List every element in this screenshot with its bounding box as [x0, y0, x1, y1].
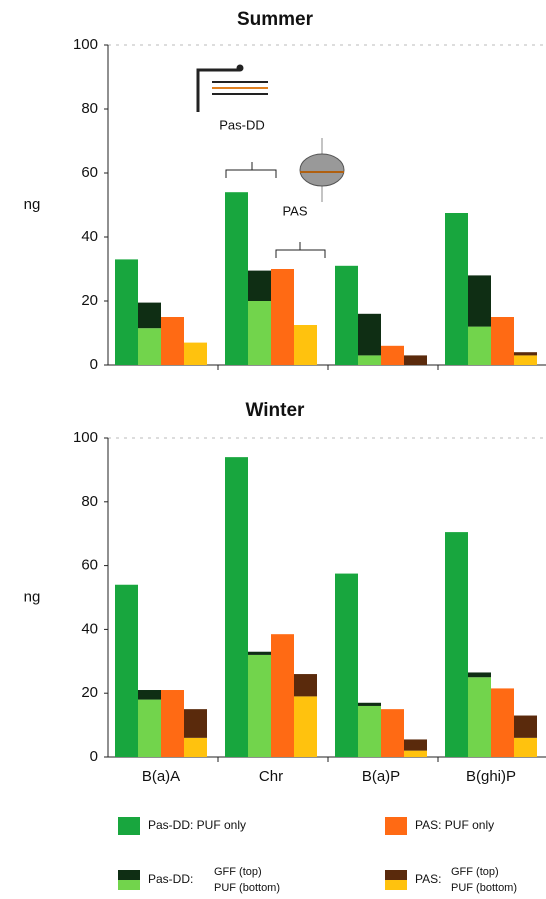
annotation: Pas-DD	[219, 117, 265, 132]
legend-swatch	[118, 870, 140, 880]
bar	[468, 275, 491, 327]
bar	[294, 696, 317, 757]
pas-icon	[299, 138, 345, 202]
bar	[115, 259, 138, 365]
legend-label: PAS:	[415, 872, 441, 886]
bar	[138, 302, 161, 329]
bar	[514, 352, 537, 356]
x-tick-label: Chr	[259, 768, 283, 785]
legend-swatch	[385, 880, 407, 890]
bar	[445, 213, 468, 365]
bar	[225, 192, 248, 365]
bar	[381, 709, 404, 757]
y-tick-label: 80	[81, 100, 98, 117]
bar	[138, 699, 161, 757]
y-tick-label: 20	[81, 292, 98, 309]
bar	[335, 573, 358, 757]
y-tick-label: 0	[90, 356, 98, 373]
y-tick-label: 40	[81, 620, 98, 637]
chart-title: Summer	[237, 9, 314, 30]
legend-label: GFF (top)	[451, 866, 499, 878]
bar	[358, 355, 381, 365]
bracket	[275, 242, 326, 258]
bar	[358, 702, 381, 706]
legend-label: GFF (top)	[214, 866, 262, 878]
bar	[294, 674, 317, 697]
bar	[514, 715, 537, 738]
bar	[514, 737, 537, 757]
bar	[248, 301, 271, 365]
y-tick-label: 80	[81, 493, 98, 510]
bar	[248, 654, 271, 757]
bar	[514, 355, 537, 365]
legend-swatch	[118, 880, 140, 890]
bar	[271, 269, 294, 365]
bar	[161, 317, 184, 365]
legend-label: PUF (bottom)	[214, 882, 280, 894]
y-tick-label: 20	[81, 684, 98, 701]
bar	[358, 313, 381, 356]
annotation: PAS	[282, 203, 307, 218]
bar	[468, 326, 491, 365]
bar	[248, 651, 271, 655]
legend-label: Pas-DD:	[148, 872, 193, 886]
x-tick-label: B(a)A	[142, 768, 180, 785]
y-tick-label: 100	[73, 429, 98, 446]
bar	[491, 317, 514, 365]
bar	[294, 325, 317, 365]
chart-title: Winter	[246, 400, 306, 421]
y-tick-label: 40	[81, 228, 98, 245]
bar	[248, 270, 271, 301]
y-tick-label: 60	[81, 164, 98, 181]
bar	[115, 584, 138, 757]
x-tick-label: B(ghi)P	[466, 768, 516, 785]
bar	[225, 457, 248, 757]
bar	[491, 688, 514, 757]
bar	[445, 532, 468, 757]
y-axis-label: ng	[24, 588, 41, 605]
legend-label: Pas-DD: PUF only	[148, 818, 246, 832]
bar	[271, 634, 294, 757]
bar	[404, 750, 427, 757]
bar	[404, 355, 427, 365]
bar	[138, 690, 161, 700]
bar	[358, 705, 381, 757]
bar	[468, 677, 491, 757]
bar	[381, 345, 404, 365]
y-tick-label: 100	[73, 36, 98, 53]
y-tick-label: 0	[90, 748, 98, 765]
bar	[404, 739, 427, 751]
bar	[161, 690, 184, 757]
legend-label: PUF (bottom)	[451, 882, 517, 894]
legend-label: PAS: PUF only	[415, 818, 494, 832]
pas-dd-icon	[196, 64, 268, 112]
bar	[184, 737, 207, 757]
legend-swatch	[118, 817, 140, 835]
bar	[468, 672, 491, 678]
legend-swatch	[385, 817, 407, 835]
x-tick-label: B(a)P	[362, 768, 400, 785]
y-axis-label: ng	[24, 196, 41, 213]
bar	[335, 265, 358, 365]
legend-swatch	[385, 870, 407, 880]
bracket	[225, 162, 277, 178]
bar	[184, 342, 207, 365]
y-tick-label: 60	[81, 557, 98, 574]
bar	[184, 709, 207, 738]
bar	[138, 328, 161, 365]
